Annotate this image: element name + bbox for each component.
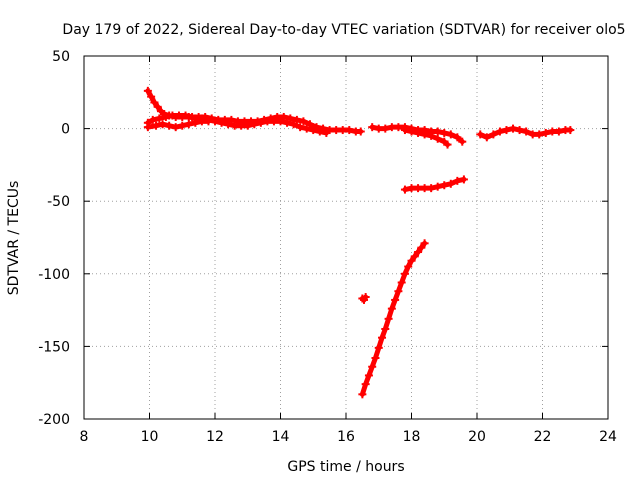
y-tick-label: -200 — [38, 412, 70, 428]
y-tick-label: -50 — [47, 194, 70, 210]
series-7 — [358, 239, 429, 399]
y-ticks: 50 0 -50 -100 -150 -200 — [38, 49, 608, 428]
x-axis-label: GPS time / hours — [287, 459, 404, 475]
y-tick-label: -150 — [38, 339, 70, 355]
y-axis-label: SDTVAR / TECUs — [6, 181, 22, 296]
series-path — [359, 240, 428, 397]
x-tick-label: 24 — [599, 429, 617, 445]
x-tick-label: 16 — [337, 429, 355, 445]
y-tick-label: -100 — [38, 267, 70, 283]
series-5 — [476, 124, 575, 142]
series-1 — [143, 86, 331, 137]
x-tick-label: 10 — [141, 429, 159, 445]
series-8 — [358, 293, 370, 304]
y-tick-label: 50 — [52, 49, 70, 65]
series-4 — [400, 126, 452, 149]
x-tick-label: 22 — [534, 429, 552, 445]
plot-layer — [143, 86, 575, 399]
x-tick-label: 12 — [206, 429, 224, 445]
series-2 — [143, 117, 213, 132]
chart-title: Day 179 of 2022, Sidereal Day-to-day VTE… — [62, 22, 625, 38]
series-6 — [400, 175, 468, 194]
x-ticks: 8 10 12 14 16 18 20 22 24 — [80, 56, 617, 445]
x-tick-label: 20 — [468, 429, 486, 445]
x-tick-label: 14 — [272, 429, 290, 445]
x-tick-label: 8 — [80, 429, 89, 445]
y-tick-label: 0 — [61, 122, 70, 138]
x-tick-label: 18 — [403, 429, 421, 445]
